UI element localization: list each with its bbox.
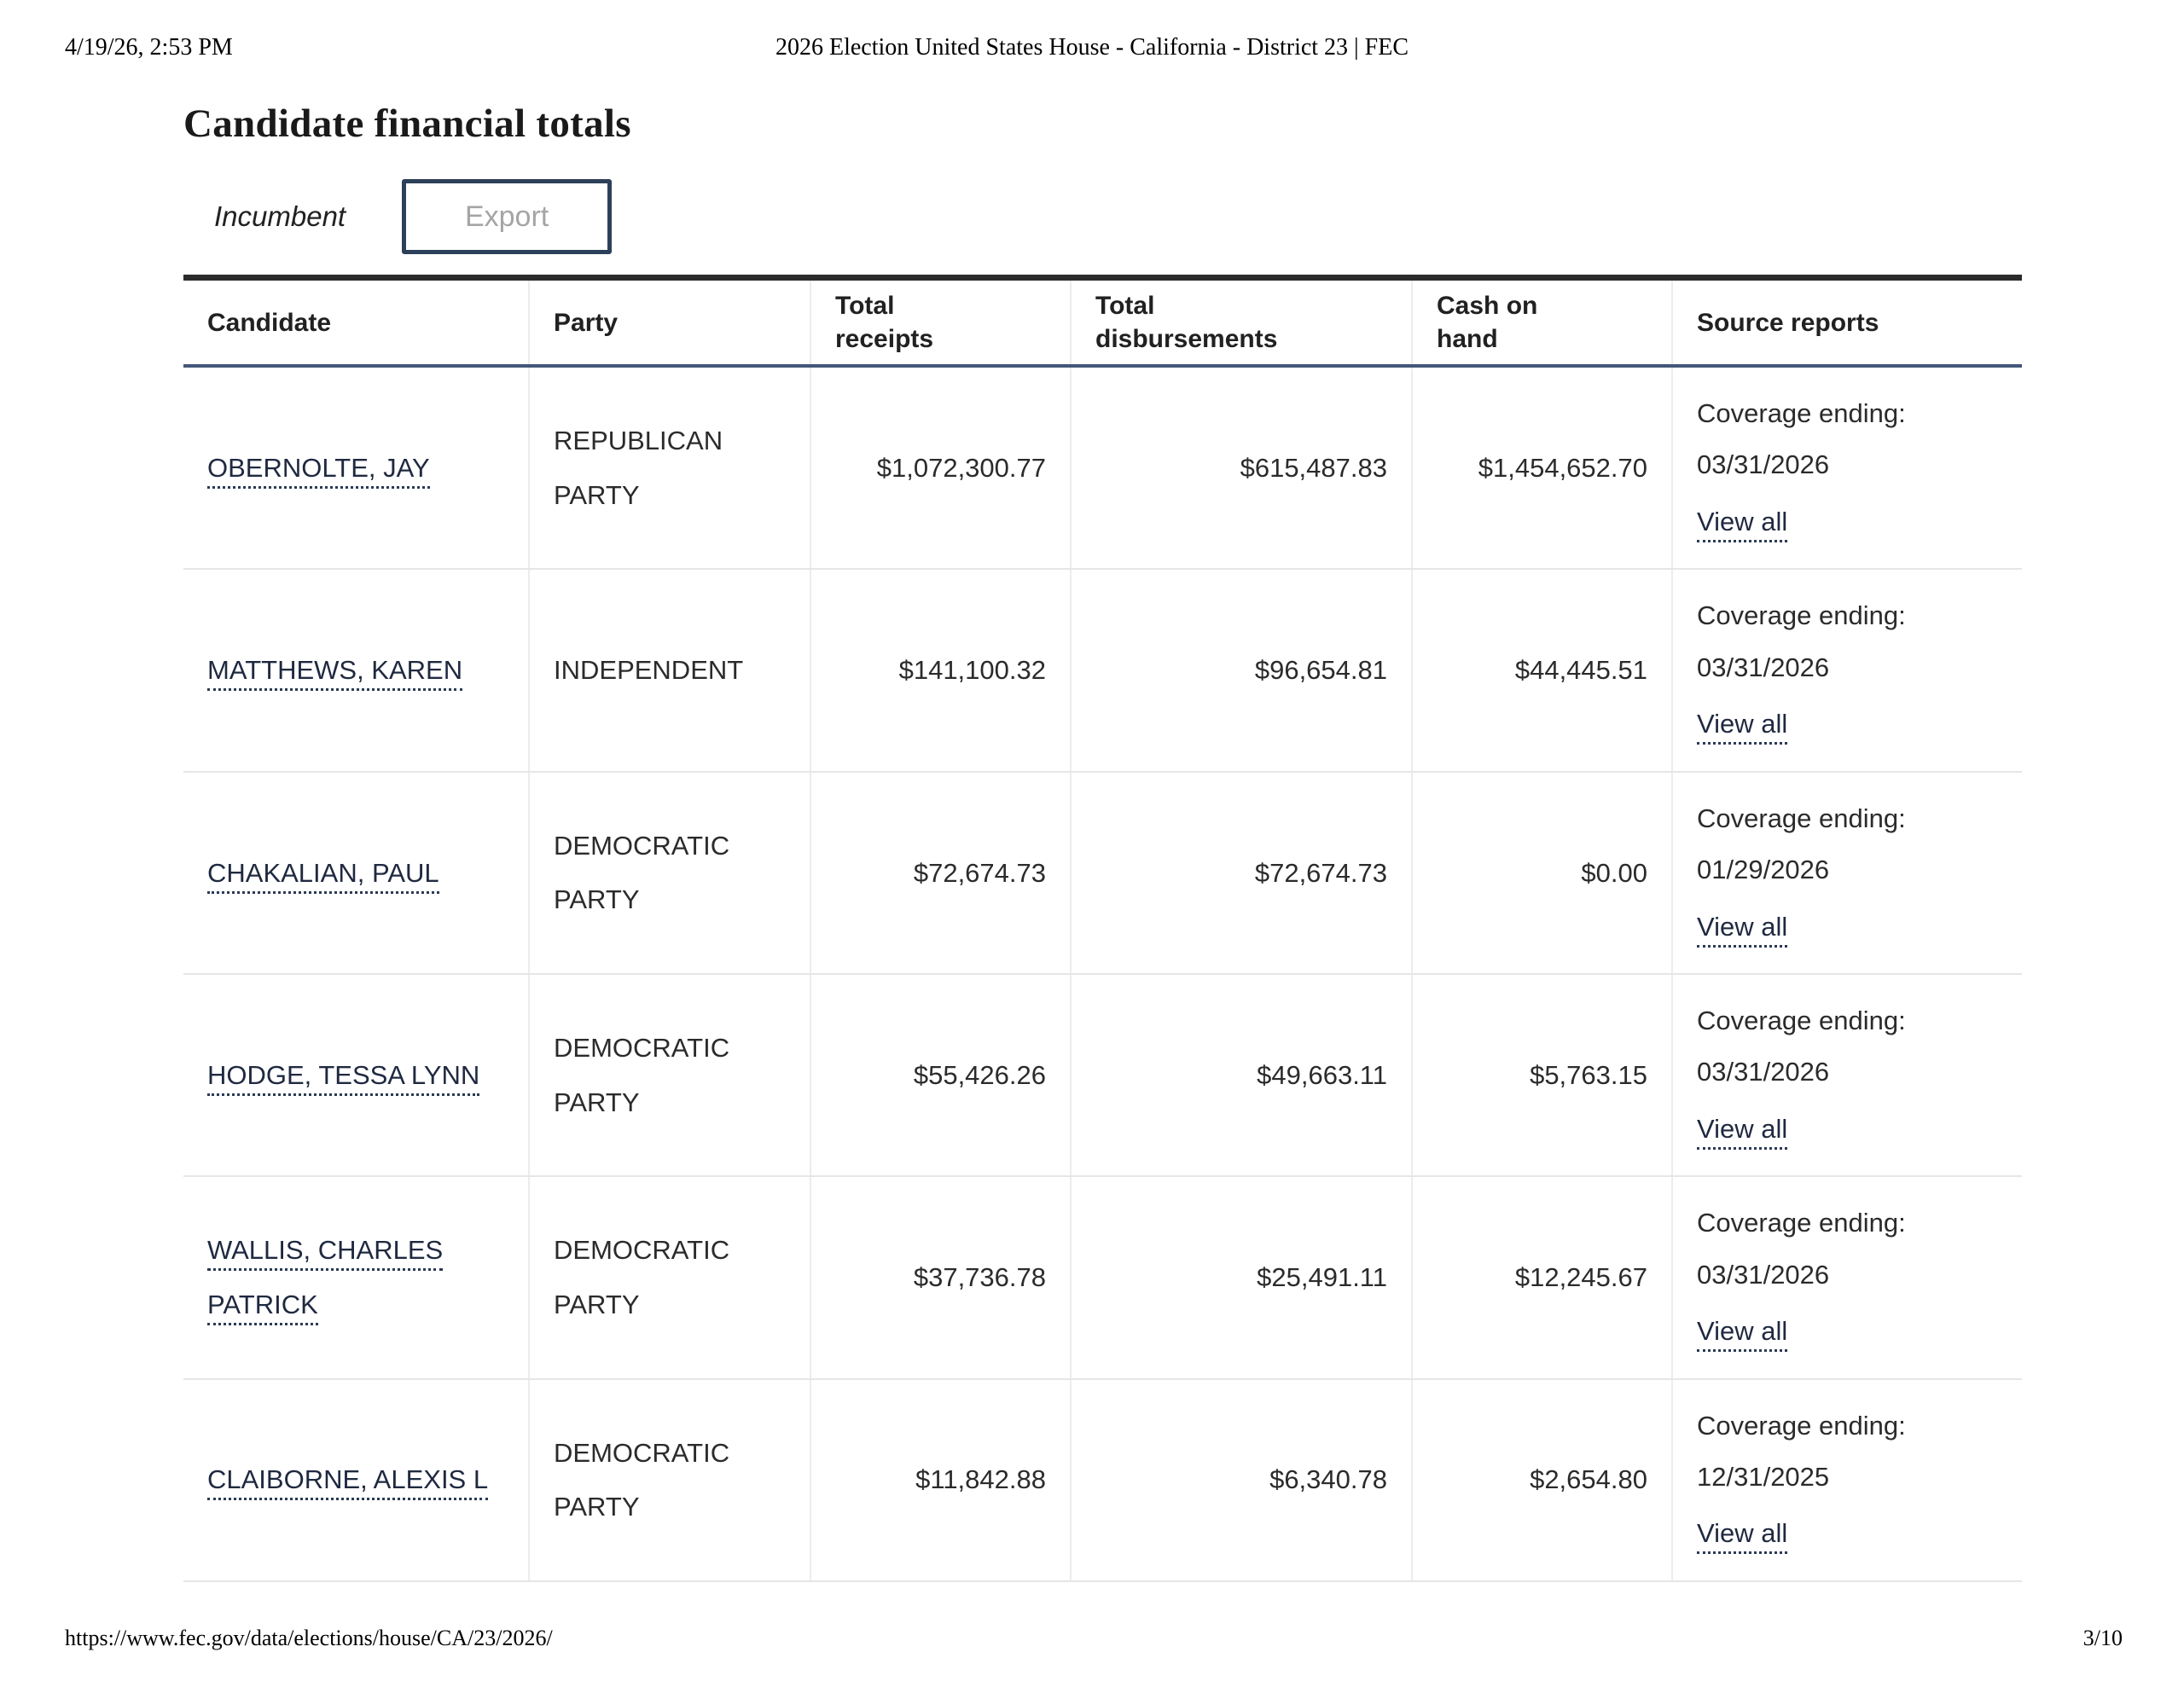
party-cell: DEMOCRATIC PARTY — [529, 1378, 811, 1582]
table-row: OBERNOLTE, JAY REPUBLICAN PARTY $1,072,300… — [183, 366, 2022, 571]
coverage-ending-date: 03/31/2026 — [1697, 652, 1830, 682]
cash-on-hand-cell: $5,763.15 — [1412, 973, 1673, 1178]
party-cell: REPUBLICAN PARTY — [529, 366, 811, 571]
export-button[interactable]: Export — [402, 179, 613, 254]
coverage-ending-date: 12/31/2025 — [1697, 1462, 1830, 1492]
column-header-total-disbursements: Total disbursements — [1071, 277, 1413, 368]
candidate-cell: HODGE, TESSA LYNN — [183, 973, 530, 1178]
coverage-ending-label: Coverage ending: — [1697, 600, 1906, 631]
total-receipts-cell: $72,674.73 — [810, 771, 1072, 975]
total-disbursements-cell: $49,663.11 — [1071, 973, 1413, 1178]
total-disbursements-cell: $96,654.81 — [1071, 569, 1413, 773]
total-receipts-cell: $141,100.32 — [810, 569, 1072, 773]
source-reports-cell: Coverage ending: 03/31/2026 View all — [1672, 569, 2022, 773]
total-disbursements-cell: $72,674.73 — [1071, 771, 1413, 975]
party-cell: DEMOCRATIC PARTY — [529, 771, 811, 975]
column-header-party: Party — [529, 277, 811, 368]
candidate-link[interactable]: OBERNOLTE, JAY — [207, 452, 430, 489]
cash-on-hand-cell: $0.00 — [1412, 771, 1673, 975]
incumbent-label: Incumbent — [214, 200, 346, 232]
total-receipts-cell: $1,072,300.77 — [810, 366, 1072, 571]
total-receipts-cell: $11,842.88 — [810, 1378, 1072, 1582]
print-document-title: 2026 Election United States House - Cali… — [775, 34, 1409, 61]
source-reports-cell: Coverage ending: 03/31/2026 View all — [1672, 366, 2022, 571]
total-disbursements-cell: $6,340.78 — [1071, 1378, 1413, 1582]
print-page-url: https://www.fec.gov/data/elections/house… — [65, 1626, 553, 1650]
table-row: HODGE, TESSA LYNN DEMOCRATIC PARTY $55,426… — [183, 973, 2022, 1178]
coverage-ending-label: Coverage ending: — [1697, 1005, 1906, 1035]
candidate-cell: CHAKALIAN, PAUL — [183, 771, 530, 975]
view-all-link[interactable]: View all — [1697, 911, 1788, 948]
table-row: WALLIS, CHARLES PATRICK DEMOCRATIC PARTY $… — [183, 1176, 2022, 1380]
table-body: OBERNOLTE, JAY REPUBLICAN PARTY $1,072,300… — [183, 366, 2022, 1582]
party-cell: DEMOCRATIC PARTY — [529, 973, 811, 1178]
candidate-link[interactable]: CLAIBORNE, ALEXIS L — [207, 1464, 489, 1501]
column-header-cash-on-hand: Cash on hand — [1412, 277, 1673, 368]
source-reports-cell: Coverage ending: 03/31/2026 View all — [1672, 1176, 2022, 1380]
candidate-cell: CLAIBORNE, ALEXIS L — [183, 1378, 530, 1582]
table-header: Candidate Party Total receipts Total dis… — [183, 277, 2022, 368]
total-receipts-cell: $55,426.26 — [810, 973, 1072, 1178]
print-header: 4/19/26, 2:53 PM 2026 Election United St… — [0, 34, 2184, 61]
print-page-number: 3/10 — [2082, 1626, 2123, 1650]
total-receipts-cell: $37,736.78 — [810, 1176, 1072, 1380]
view-all-link[interactable]: View all — [1697, 1518, 1788, 1555]
coverage-ending-label: Coverage ending: — [1697, 803, 1906, 833]
controls-row: Incumbent Export — [183, 179, 2022, 254]
page-title: Candidate financial totals — [183, 101, 631, 146]
table-row: MATTHEWS, KAREN INDEPENDENT $141,100.32 $96… — [183, 569, 2022, 773]
view-all-link[interactable]: View all — [1697, 709, 1788, 745]
coverage-ending-date: 03/31/2026 — [1697, 1259, 1830, 1290]
candidate-cell: WALLIS, CHARLES PATRICK — [183, 1176, 530, 1380]
column-header-source-reports: Source reports — [1672, 277, 2022, 368]
coverage-ending-date: 03/31/2026 — [1697, 1057, 1830, 1087]
coverage-ending-label: Coverage ending: — [1697, 1208, 1906, 1238]
view-all-link[interactable]: View all — [1697, 1113, 1788, 1150]
column-header-candidate: Candidate — [183, 277, 530, 368]
cash-on-hand-cell: $2,654.80 — [1412, 1378, 1673, 1582]
view-all-link[interactable]: View all — [1697, 506, 1788, 542]
table-row: CHAKALIAN, PAUL DEMOCRATIC PARTY $72,674.7… — [183, 771, 2022, 975]
coverage-ending-label: Coverage ending: — [1697, 1410, 1906, 1441]
party-cell: DEMOCRATIC PARTY — [529, 1176, 811, 1380]
coverage-ending-date: 01/29/2026 — [1697, 855, 1830, 885]
total-disbursements-cell: $615,487.83 — [1071, 366, 1413, 571]
view-all-link[interactable]: View all — [1697, 1316, 1788, 1353]
total-disbursements-cell: $25,491.11 — [1071, 1176, 1413, 1380]
coverage-ending-date: 03/31/2026 — [1697, 449, 1830, 480]
candidate-financial-table: Candidate Party Total receipts Total dis… — [183, 275, 2022, 1582]
candidate-link[interactable]: WALLIS, CHARLES PATRICK — [207, 1235, 444, 1325]
print-timestamp: 4/19/26, 2:53 PM — [65, 34, 233, 61]
candidate-link[interactable]: MATTHEWS, KAREN — [207, 655, 463, 692]
candidate-link[interactable]: CHAKALIAN, PAUL — [207, 857, 439, 894]
column-header-total-receipts: Total receipts — [810, 277, 1072, 368]
candidate-cell: OBERNOLTE, JAY — [183, 366, 530, 571]
source-reports-cell: Coverage ending: 12/31/2025 View all — [1672, 1378, 2022, 1582]
candidate-cell: MATTHEWS, KAREN — [183, 569, 530, 773]
cash-on-hand-cell: $1,454,652.70 — [1412, 366, 1673, 571]
coverage-ending-label: Coverage ending: — [1697, 398, 1906, 428]
table-row: CLAIBORNE, ALEXIS L DEMOCRATIC PARTY $11,8… — [183, 1378, 2022, 1582]
cash-on-hand-cell: $44,445.51 — [1412, 569, 1673, 773]
source-reports-cell: Coverage ending: 03/31/2026 View all — [1672, 973, 2022, 1178]
candidate-link[interactable]: HODGE, TESSA LYNN — [207, 1059, 480, 1096]
source-reports-cell: Coverage ending: 01/29/2026 View all — [1672, 771, 2022, 975]
page-content: Candidate financial totals Incumbent Exp… — [183, 101, 2022, 1582]
party-cell: INDEPENDENT — [529, 569, 811, 773]
cash-on-hand-cell: $12,245.67 — [1412, 1176, 1673, 1380]
